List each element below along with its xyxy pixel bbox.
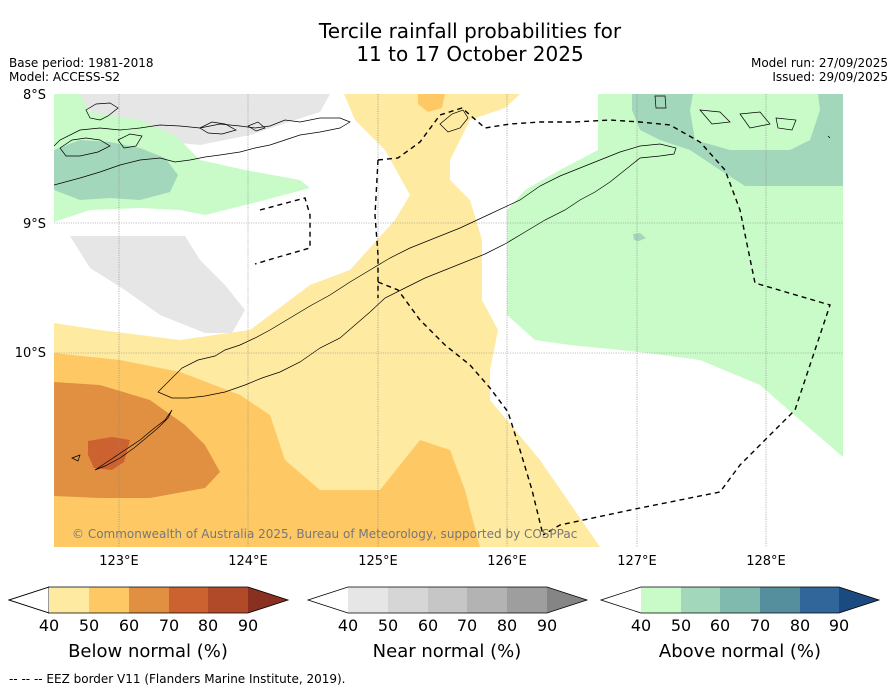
near-normal-40-50-region-west <box>70 236 245 333</box>
coastline-far-east-dot <box>827 135 831 139</box>
colorbar-below-50-60 <box>89 587 129 613</box>
colorbar-near-60-70 <box>428 587 467 613</box>
model-run: Model run: 27/09/2025 <box>750 56 888 70</box>
eez-border-central <box>377 281 544 536</box>
colorbar-near-max-arrow <box>547 587 587 613</box>
colorbar-below-tick-40: 40 <box>39 616 59 635</box>
eez-borders <box>254 107 831 536</box>
colorbar-below-tick-80: 80 <box>198 616 218 635</box>
colorbar-above-title: Above normal (%) <box>659 641 821 662</box>
colorbar-below: 40 50 60 70 80 90 Below normal (%) <box>7 586 290 662</box>
coastline-tanimbar-south <box>775 117 797 131</box>
colorbar-below-tick-50: 50 <box>79 616 99 635</box>
colorbar-near-tick-80: 80 <box>497 616 517 635</box>
lon-labels: 123°E 124°E 125°E 126°E 127°E 128°E <box>99 554 786 569</box>
colorbar-above: 40 50 60 70 80 90 Above normal (%) <box>599 586 881 662</box>
lon-label-125e: 125°E <box>358 554 398 569</box>
coastline-flores-north <box>85 102 119 121</box>
model-name: Model: ACCESS-S2 <box>9 70 121 84</box>
colorbar-near-tick-40: 40 <box>338 616 358 635</box>
below-normal-60-70-region <box>54 382 220 498</box>
colorbar-near-tick-60: 60 <box>418 616 438 635</box>
coastline-small-island-4 <box>117 133 143 149</box>
footnote: -- -- -- EEZ border V11 (Flanders Marine… <box>9 672 346 686</box>
coastline-small-island-1 <box>199 121 237 135</box>
colorbar-above-40-50 <box>641 587 681 613</box>
lat-labels: 8°S 9°S 10°S <box>15 88 46 361</box>
coastline-rote <box>94 409 173 471</box>
colorbar-below-tick-60: 60 <box>119 616 139 635</box>
base-period: Base period: 1981-2018 <box>9 56 154 70</box>
colorbar-below-tick-70: 70 <box>159 616 179 635</box>
colorbar-below-70-80 <box>169 587 208 613</box>
colorbar-above-tick-40: 40 <box>631 616 651 635</box>
colorbar-above-50-60 <box>681 587 720 613</box>
colorbar-above-max-arrow <box>839 587 879 613</box>
colorbar-above-outline <box>599 586 881 614</box>
eez-border-notch <box>254 197 311 265</box>
coastlines <box>54 95 831 471</box>
chart-title: Tercile rainfall probabilities for 11 to… <box>318 19 622 66</box>
coastline-flores-alor <box>54 117 351 186</box>
coastline-tanimbar-east <box>739 111 771 129</box>
meta-right: Model run: 27/09/2025 Issued: 29/09/2025 <box>751 56 888 84</box>
colorbar-near-80-90 <box>507 587 547 613</box>
lon-label-128e: 128°E <box>746 554 786 569</box>
copyright-text: © Commonwealth of Australia 2025, Bureau… <box>72 527 577 541</box>
colorbar-above-tick-80: 80 <box>790 616 810 635</box>
colorbar-near-title: Near normal (%) <box>373 641 522 662</box>
above-normal-50-60-dot <box>633 233 646 241</box>
coastline-timor <box>157 143 677 399</box>
colorbar-near: 40 50 60 70 80 90 Near normal (%) <box>306 586 589 662</box>
colorbar-above-tick-60: 60 <box>710 616 730 635</box>
below-normal-50-60-patch <box>418 94 445 112</box>
colorbar-above-tick-70: 70 <box>750 616 770 635</box>
colorbar-below-80-90 <box>208 587 248 613</box>
colorbar-below-max-arrow <box>248 587 288 613</box>
below-normal-70-80-region <box>88 437 130 470</box>
lat-label-8s: 8°S <box>23 88 46 103</box>
map-layers: © Commonwealth of Australia 2025, Bureau… <box>54 94 843 547</box>
coastline-small-island-2 <box>247 121 266 132</box>
colorbar-above-80-90 <box>800 587 839 613</box>
coastline-small-island-3 <box>59 137 111 157</box>
colorbar-below-min-arrow <box>7 586 50 614</box>
colorbar-near-70-80 <box>467 587 507 613</box>
colorbar-near-50-60 <box>388 587 428 613</box>
meta-left: Base period: 1981-2018 Model: ACCESS-S2 <box>9 56 154 84</box>
colorbar-near-tick-70: 70 <box>457 616 477 635</box>
colorbar-below-title: Below normal (%) <box>68 641 228 662</box>
colorbar-near-min-arrow <box>308 587 348 613</box>
colorbar-below-tick-90: 90 <box>238 616 258 635</box>
coastline-babar <box>654 95 667 109</box>
colorbar-near-tick-90: 90 <box>537 616 557 635</box>
lon-label-127e: 127°E <box>617 554 657 569</box>
lon-label-123e: 123°E <box>99 554 139 569</box>
colorbar-below-40-50 <box>49 587 89 613</box>
colorbar-near-tick-50: 50 <box>378 616 398 635</box>
eez-border-west <box>374 159 379 298</box>
colorbar-above-60-70 <box>720 587 760 613</box>
colorbar-below-60-70 <box>129 587 169 613</box>
below-normal-50-60-region <box>54 353 480 547</box>
colorbar-near-40-50 <box>348 587 388 613</box>
issued-date: Issued: 29/09/2025 <box>772 70 888 84</box>
eez-border-north <box>377 107 831 536</box>
lat-label-10s: 10°S <box>15 346 46 361</box>
coastline-savu <box>71 454 81 462</box>
lat-label-9s: 9°S <box>23 217 46 232</box>
colorbar-above-70-80 <box>760 587 800 613</box>
colorbar-below-outline <box>7 586 290 614</box>
above-normal-50-60-region-east <box>632 94 843 186</box>
lon-label-126e: 126°E <box>487 554 527 569</box>
coastline-wetar <box>439 109 469 133</box>
colorbar-above-min-arrow <box>601 587 641 613</box>
lon-label-124e: 124°E <box>228 554 268 569</box>
coastline-tanimbar-west <box>699 109 731 125</box>
colorbar-above-tick-50: 50 <box>671 616 691 635</box>
colorbar-above-tick-90: 90 <box>829 616 849 635</box>
colorbar-near-outline <box>306 586 589 614</box>
gridlines <box>54 94 843 547</box>
